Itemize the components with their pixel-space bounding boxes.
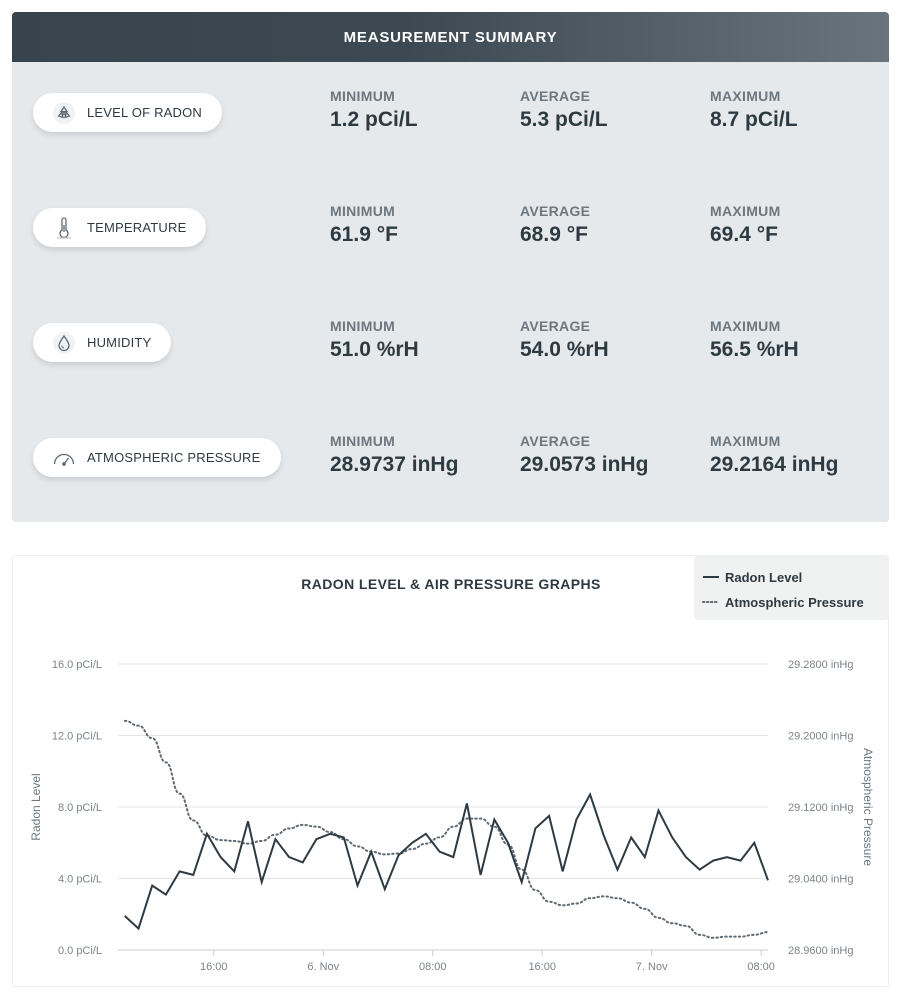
gauge-icon — [51, 445, 77, 471]
thermometer-icon — [51, 215, 77, 241]
stat-value: 69.4 °F — [710, 223, 778, 246]
summary-title: MEASUREMENT SUMMARY — [343, 28, 558, 46]
temperature-maximum: MAXIMUM 69.4 °F — [710, 202, 781, 249]
radon-maximum: MAXIMUM 8.7 pCi/L — [710, 87, 798, 134]
pressure-minimum: MINIMUM 28.9737 inHg — [330, 432, 458, 479]
humidity-label: HUMIDITY — [87, 335, 152, 350]
stat-label: AVERAGE — [520, 88, 591, 104]
summary-header: MEASUREMENT SUMMARY — [12, 12, 889, 62]
x-tick-label: 7. Nov — [636, 961, 668, 973]
radon-minimum: MINIMUM 1.2 pCi/L — [330, 87, 418, 134]
humidity-row: HUMIDITY MINIMUM 51.0 %rH AVERAGE 54.0 %… — [12, 317, 889, 377]
pressure-average: AVERAGE 29.0573 inHg — [520, 432, 648, 479]
y-tick-label-right: 29.1200 inHg — [788, 802, 853, 814]
chart-title: RADON LEVEL & AIR PRESSURE GRAPHS — [301, 576, 600, 592]
x-tick-label: 08:00 — [747, 961, 775, 973]
y-axis-title-right: Atmospheric Pressure — [861, 748, 875, 866]
pressure-row: ATMOSPHERIC PRESSURE MINIMUM 28.9737 inH… — [12, 432, 889, 492]
stat-value: 54.0 %rH — [520, 338, 609, 361]
stat-label: MAXIMUM — [710, 203, 781, 219]
y-axis-title-left: Radon Level — [29, 773, 43, 840]
stat-value: 5.3 pCi/L — [520, 108, 608, 131]
radon-pressure-chart: RADON LEVEL & AIR PRESSURE GRAPHS Radon L… — [29, 556, 889, 973]
temperature-label-pill[interactable]: TEMPERATURE — [33, 208, 207, 247]
stat-value: 29.0573 inHg — [520, 453, 649, 476]
radon-row: LEVEL OF RADON MINIMUM 1.2 pCi/L AVERAGE… — [12, 87, 889, 147]
humidity-average: AVERAGE 54.0 %rH — [520, 317, 609, 364]
stat-label: MINIMUM — [330, 203, 396, 219]
y-tick-label-left: 0.0 pCi/L — [58, 945, 102, 957]
stat-value: 51.0 %rH — [330, 338, 419, 361]
stat-label: AVERAGE — [520, 318, 591, 334]
pressure-maximum: MAXIMUM 29.2164 inHg — [710, 432, 838, 479]
stat-value: 28.9737 inHg — [330, 453, 459, 476]
stat-value: 8.7 pCi/L — [710, 108, 798, 131]
legend-box — [694, 556, 889, 620]
stat-label: MAXIMUM — [710, 318, 781, 334]
radon-average: AVERAGE 5.3 pCi/L — [520, 87, 608, 134]
stat-label: AVERAGE — [520, 433, 591, 449]
x-tick-label: 08:00 — [419, 961, 447, 973]
humidity-label-pill[interactable]: HUMIDITY — [33, 323, 172, 362]
y-tick-label-left: 4.0 pCi/L — [58, 874, 102, 886]
stat-value: 61.9 °F — [330, 223, 398, 246]
stat-value: 56.5 %rH — [710, 338, 799, 361]
stat-value: 29.2164 inHg — [710, 453, 839, 476]
temperature-average: AVERAGE 68.9 °F — [520, 202, 590, 249]
pressure-label: ATMOSPHERIC PRESSURE — [87, 450, 261, 465]
x-tick-label: 6. Nov — [307, 961, 339, 973]
stat-value: 1.2 pCi/L — [330, 108, 418, 131]
temperature-minimum: MINIMUM 61.9 °F — [330, 202, 398, 249]
legend-label-radon: Radon Level — [725, 570, 802, 585]
stat-label: MAXIMUM — [710, 88, 781, 104]
humidity-maximum: MAXIMUM 56.5 %rH — [710, 317, 799, 364]
droplet-icon — [51, 330, 77, 356]
legend-label-pressure: Atmospheric Pressure — [725, 595, 864, 610]
y-tick-label-right: 29.0400 inHg — [788, 874, 853, 886]
stat-label: MAXIMUM — [710, 433, 781, 449]
stat-label: MINIMUM — [330, 318, 396, 334]
stat-label: AVERAGE — [520, 203, 591, 219]
stat-label: MINIMUM — [330, 433, 396, 449]
stat-label: MINIMUM — [330, 88, 396, 104]
stat-value: 68.9 °F — [520, 223, 588, 246]
temperature-row: TEMPERATURE MINIMUM 61.9 °F AVERAGE 68.9… — [12, 202, 889, 262]
x-tick-label: 16:00 — [200, 961, 228, 973]
humidity-minimum: MINIMUM 51.0 %rH — [330, 317, 419, 364]
radiation-icon — [51, 100, 77, 126]
series-line-atmospheric-pressure — [123, 719, 769, 939]
y-tick-label-right: 28.9600 inHg — [788, 945, 853, 957]
temperature-label: TEMPERATURE — [87, 220, 187, 235]
y-tick-label-right: 29.2800 inHg — [788, 659, 853, 671]
series-line-radon-level — [124, 792, 769, 931]
pressure-label-pill[interactable]: ATMOSPHERIC PRESSURE — [33, 438, 281, 477]
y-tick-label-left: 12.0 pCi/L — [52, 731, 102, 743]
radon-label-pill[interactable]: LEVEL OF RADON — [33, 93, 223, 132]
measurement-summary-panel: MEASUREMENT SUMMARY LEVEL OF RADON MINIM… — [12, 12, 889, 522]
x-tick-label: 16:00 — [528, 961, 556, 973]
y-tick-label-left: 16.0 pCi/L — [52, 659, 102, 671]
y-tick-label-left: 8.0 pCi/L — [58, 802, 102, 814]
radon-label: LEVEL OF RADON — [87, 105, 203, 120]
y-tick-label-right: 29.2000 inHg — [788, 731, 853, 743]
chart-card: RADON LEVEL & AIR PRESSURE GRAPHS Radon L… — [12, 555, 889, 987]
